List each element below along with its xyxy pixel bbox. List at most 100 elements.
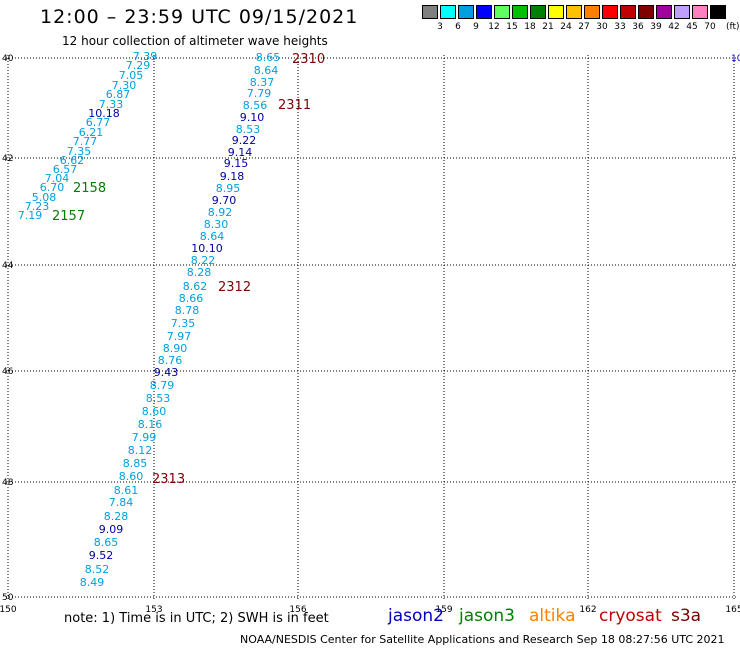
satellite-cryosat: cryosat	[599, 606, 662, 626]
legend-swatch	[512, 5, 528, 19]
wave-height-value: 8.52	[85, 563, 110, 576]
legend-swatch	[476, 5, 492, 19]
wave-height-value: 7.35	[171, 317, 196, 330]
wave-height-value: 9.70	[212, 194, 237, 207]
legend-swatch	[710, 5, 726, 19]
latitude-label: 44	[2, 261, 14, 271]
wave-height-value: 6.70	[40, 181, 65, 194]
legend-label: 27	[578, 22, 590, 32]
wave-height-value: 9.14	[228, 146, 253, 159]
wave-height-value: 8.76	[158, 354, 183, 367]
wave-height-value: 6.77	[86, 116, 111, 129]
wave-height-value: 8.16	[138, 418, 163, 431]
wave-height-value: 7.35	[67, 145, 92, 158]
longitude-label: 159	[435, 605, 452, 615]
map-title: 12:00 – 23:59 UTC 09/15/2021	[40, 6, 359, 28]
wave-height-value: 7.33	[99, 98, 124, 111]
wave-height-value: 7.39	[133, 50, 158, 63]
legend-swatch	[548, 5, 564, 19]
latitude-label: 42	[2, 154, 13, 164]
wave-height-value: 8.53	[236, 123, 261, 136]
legend-swatch	[602, 5, 618, 19]
legend-unit: (ft)	[726, 22, 740, 32]
legend-label: 21	[542, 22, 554, 32]
wave-height-value: 8.53	[146, 392, 171, 405]
latitude-label: 46	[2, 367, 14, 377]
legend-swatch	[638, 5, 654, 19]
wave-height-value: 8.12	[128, 444, 153, 457]
wave-height-value: 9.22	[232, 134, 257, 147]
legend-swatch	[656, 5, 672, 19]
wave-height-value: 8.78	[175, 304, 200, 317]
pass-time-label: 2157	[52, 209, 85, 224]
legend-swatch	[584, 5, 600, 19]
latitude-label: 50	[2, 593, 14, 603]
wave-height-value: 7.04	[45, 172, 70, 185]
wave-height-value: 8.62	[183, 280, 208, 293]
wave-height-value: 8.49	[80, 576, 105, 589]
wave-height-value: 8.85	[123, 457, 148, 470]
longitude-label: 153	[145, 605, 162, 615]
wave-height-value: 7.97	[167, 330, 192, 343]
wave-height-value: 6.87	[106, 88, 131, 101]
satellite-jason2: jason2	[388, 606, 444, 626]
footnote: note: 1) Time is in UTC; 2) SWH is in fe…	[64, 611, 329, 626]
wave-height-value: 8.79	[150, 379, 175, 392]
wave-height-value: 8.90	[163, 342, 188, 355]
wave-height-value: 9.18	[220, 170, 245, 183]
map-subtitle: 12 hour collection of altimeter wave hei…	[62, 34, 328, 48]
wave-height-value: 6.57	[53, 163, 78, 176]
legend-swatch	[458, 5, 474, 19]
legend-label: 36	[632, 22, 644, 32]
wave-height-value: 7.23	[25, 200, 50, 213]
wave-height-value: 8.22	[191, 254, 216, 267]
legend-swatch	[422, 5, 438, 19]
legend-swatch	[440, 5, 456, 19]
legend-swatch	[494, 5, 510, 19]
pass-time-label: 2313	[152, 472, 185, 487]
legend-label: 39	[650, 22, 662, 32]
pass-time-label: 2158	[73, 181, 106, 196]
legend-label: 18	[524, 22, 536, 32]
legend-swatch	[674, 5, 690, 19]
wave-height-value: 8.95	[216, 182, 241, 195]
legend-label: 30	[596, 22, 608, 32]
legend-label: 6	[455, 22, 461, 32]
wave-height-value: 7.77	[73, 135, 98, 148]
satellite-jason3: jason3	[459, 606, 515, 626]
wave-height-value: 6.21	[79, 126, 104, 139]
wave-height-value: 7.79	[247, 87, 272, 100]
wave-height-value: 8.66	[179, 292, 204, 305]
satellite-s3a: s3a	[671, 606, 702, 626]
legend-swatch	[530, 5, 546, 19]
wave-height-value: 8.56	[243, 99, 268, 112]
edge-label: 10	[731, 54, 740, 64]
wave-height-value: 8.64	[254, 64, 279, 77]
wave-height-value: 10.10	[191, 242, 223, 255]
wave-height-value: 7.30	[112, 79, 137, 92]
legend-label: 12	[488, 22, 500, 32]
wave-height-value: 8.60	[119, 470, 144, 483]
wave-height-value: 9.52	[89, 549, 114, 562]
pass-time-label: 2310	[292, 52, 325, 67]
wave-height-value: 7.99	[132, 431, 157, 444]
wave-height-value: 8.60	[142, 405, 167, 418]
wave-height-value: 9.43	[154, 366, 179, 379]
wave-height-value: 8.30	[204, 218, 229, 231]
legend-label: 15	[506, 22, 518, 32]
wave-height-value: 9.10	[240, 111, 265, 124]
legend-label: 24	[560, 22, 572, 32]
wave-height-value: 5.08	[32, 191, 57, 204]
legend-label: 70	[704, 22, 716, 32]
legend-label: 9	[473, 22, 479, 32]
longitude-label: 150	[0, 605, 17, 615]
wave-height-value: 9.09	[99, 523, 124, 536]
legend-swatch	[620, 5, 636, 19]
satellite-altika: altika	[529, 606, 576, 626]
wave-height-value: 10.18	[88, 107, 120, 120]
pass-time-label: 2312	[218, 280, 251, 295]
wave-height-value: 9.15	[224, 157, 249, 170]
longitude-label: 156	[289, 605, 306, 615]
legend-label: 33	[614, 22, 626, 32]
